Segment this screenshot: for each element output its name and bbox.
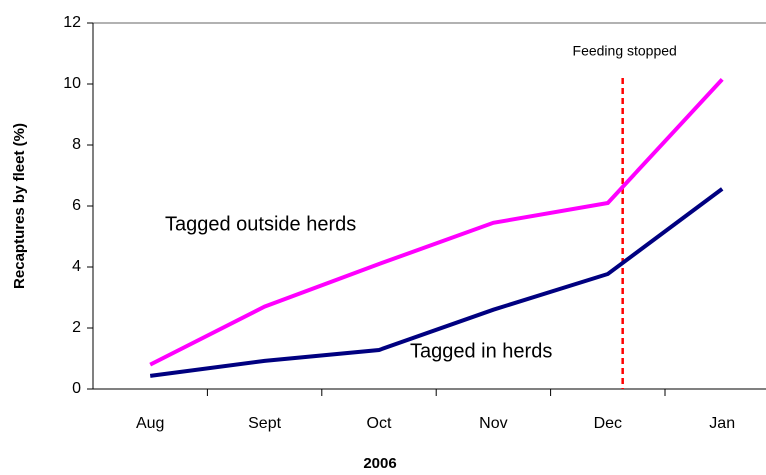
x-tick-label: Aug — [136, 415, 164, 432]
series-label: Tagged in herds — [410, 340, 552, 362]
y-tick-label: 4 — [72, 258, 81, 275]
series-line — [149, 187, 724, 378]
y-tick-label: 10 — [63, 75, 81, 92]
series-line — [149, 78, 724, 367]
x-tick-label: Sept — [248, 415, 281, 432]
y-tick-label: 0 — [72, 380, 81, 397]
x-tick-label: Jan — [709, 415, 735, 432]
annotation-text: Feeding stopped — [573, 43, 677, 59]
x-tick-label: Oct — [367, 415, 392, 432]
y-tick-label: 8 — [72, 136, 81, 153]
x-tick-label: Dec — [594, 415, 622, 432]
series-label: Tagged outside herds — [165, 213, 356, 235]
y-tick-label: 2 — [72, 319, 81, 336]
x-axis-label: 2006 — [363, 455, 396, 472]
y-axis-label: Recaptures by fleet (%) — [11, 123, 28, 289]
y-tick-label: 12 — [63, 14, 81, 31]
y-tick-label: 6 — [72, 197, 81, 214]
x-tick-label: Nov — [479, 415, 507, 432]
